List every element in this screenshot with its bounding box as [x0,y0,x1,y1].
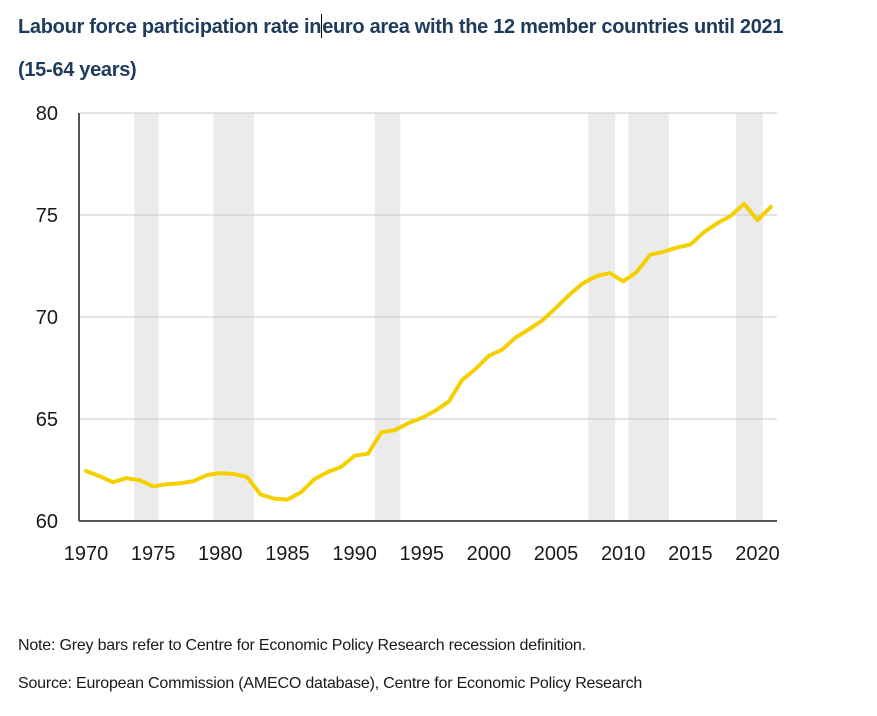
y-tick-labels: 60 65 70 75 80 [36,103,58,533]
x-tick-labels: 1970 1975 1980 1985 1990 1995 2000 2005 2010 2015… [64,543,780,565]
text-cursor [321,14,323,38]
chart-title: Labour force participation rate ineuro a… [18,6,868,92]
y-tick-label: 70 [36,307,58,329]
line-chart: 60 65 70 75 80 1970 1975 1980 1985 1990 1995 2000 2… [36,103,780,565]
x-tick-label: 1985 [265,543,310,565]
x-tick-label: 1980 [198,543,243,565]
y-tick-label: 80 [36,103,58,125]
x-tick-label: 1970 [64,543,109,565]
chart-title-part2: euro area with the 12 member countries u… [322,16,784,38]
chart-note: Note: Grey bars refer to Centre for Econ… [18,637,586,654]
x-tick-label: 1990 [332,543,377,565]
y-tick-label: 75 [36,205,58,227]
axes [78,113,777,522]
chart-title-part1: Labour force participation rate in [18,16,322,38]
x-tick-label: 1995 [400,543,445,565]
series-layer [84,201,773,502]
series-line [84,201,773,502]
chart-source: Source: European Commission (AMECO datab… [18,675,643,692]
x-tick-label: 2015 [668,543,713,565]
x-tick-label: 1975 [131,543,176,565]
x-tick-label: 2020 [735,543,780,565]
y-tick-label: 65 [36,409,58,431]
x-tick-label: 2005 [534,543,579,565]
y-tick-label: 60 [36,511,58,533]
x-tick-label: 2000 [467,543,512,565]
chart-subtitle: (15-64 years) [18,59,137,81]
gridlines [79,112,777,420]
x-tick-label: 2010 [601,543,646,565]
